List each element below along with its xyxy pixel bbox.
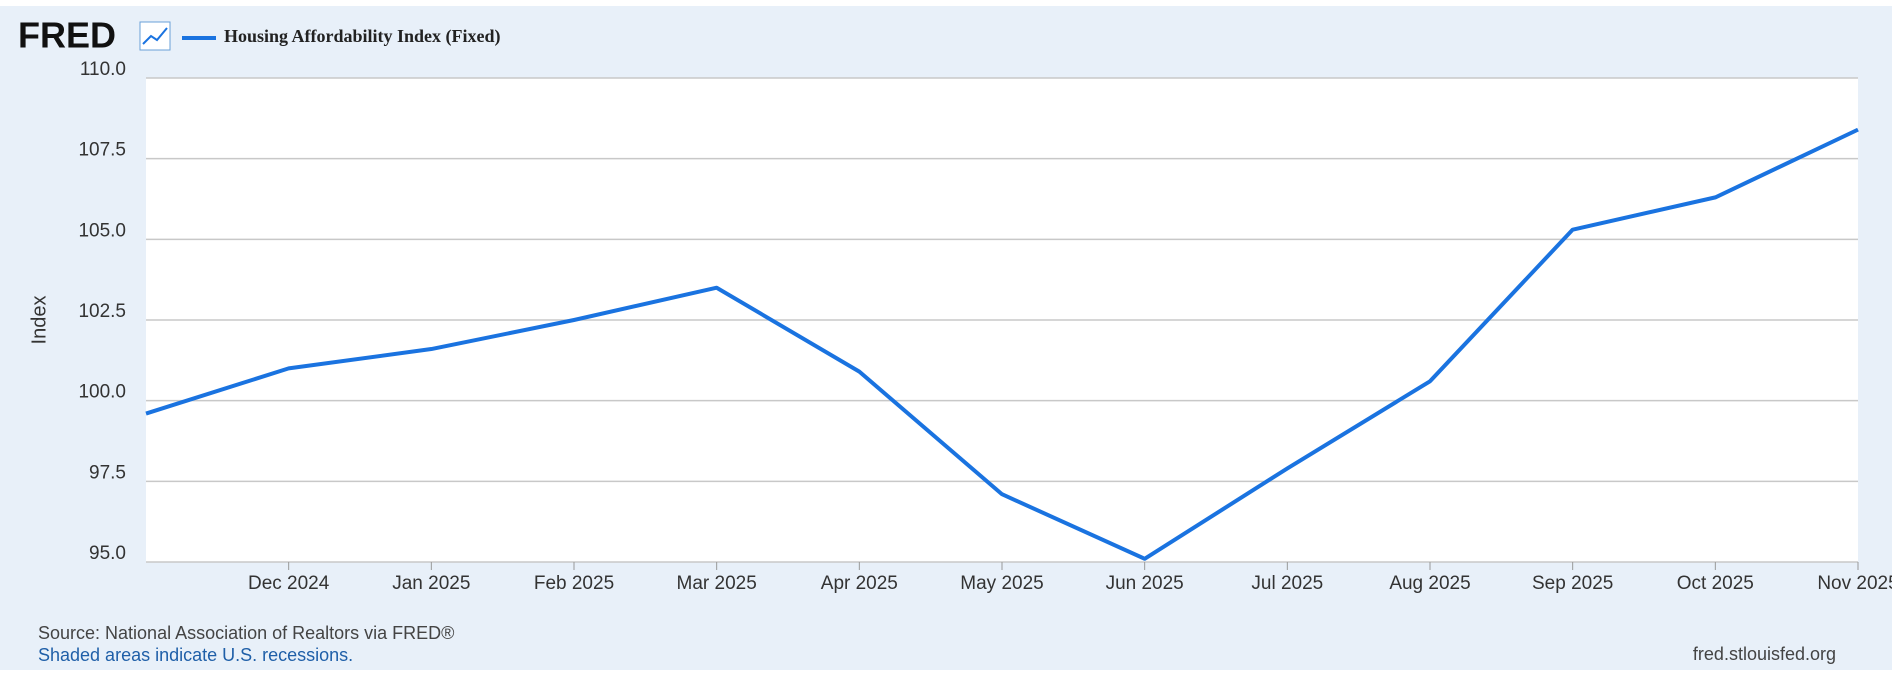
y-tick-label: 105.0 — [78, 220, 126, 241]
y-tick-label: 95.0 — [89, 543, 126, 564]
logo-icon — [139, 21, 171, 51]
x-tick-label: Sep 2025 — [1532, 573, 1613, 594]
site-link[interactable]: fred.stlouisfed.org — [1693, 644, 1836, 664]
y-tick-label: 97.5 — [89, 462, 126, 483]
x-tick-label: Nov 2025 — [1817, 573, 1892, 594]
line — [145, 127, 1859, 561]
x-tick-label: Jul 2025 — [1251, 573, 1323, 594]
y-tick-label: 102.5 — [78, 301, 126, 322]
x-tick-label: Jun 2025 — [1106, 573, 1184, 594]
logo: FRED — [18, 15, 116, 56]
x-tick-label: Mar 2025 — [677, 573, 757, 594]
source: Source: National Association of Realtors… — [38, 623, 454, 643]
y-tick-label: 110.0 — [80, 59, 126, 80]
y-tick-label: 100.0 — [78, 382, 126, 403]
legend-label: Housing Affordability Index (Fixed) — [224, 26, 501, 47]
y-tick-label: 107.5 — [78, 140, 126, 161]
x-tick-label: Dec 2024 — [248, 573, 330, 594]
recession-note[interactable]: Shaded areas indicate U.S. recessions. — [38, 645, 353, 665]
x-tick-label: Jan 2025 — [392, 573, 470, 594]
y-axis-label: Index — [28, 296, 50, 345]
x-tick-label: May 2025 — [960, 573, 1043, 594]
x-tick-label: Feb 2025 — [534, 573, 614, 594]
x-tick-label: Oct 2025 — [1677, 573, 1754, 594]
x-tick-label: Aug 2025 — [1389, 573, 1470, 594]
x-tick-label: Apr 2025 — [821, 573, 898, 594]
